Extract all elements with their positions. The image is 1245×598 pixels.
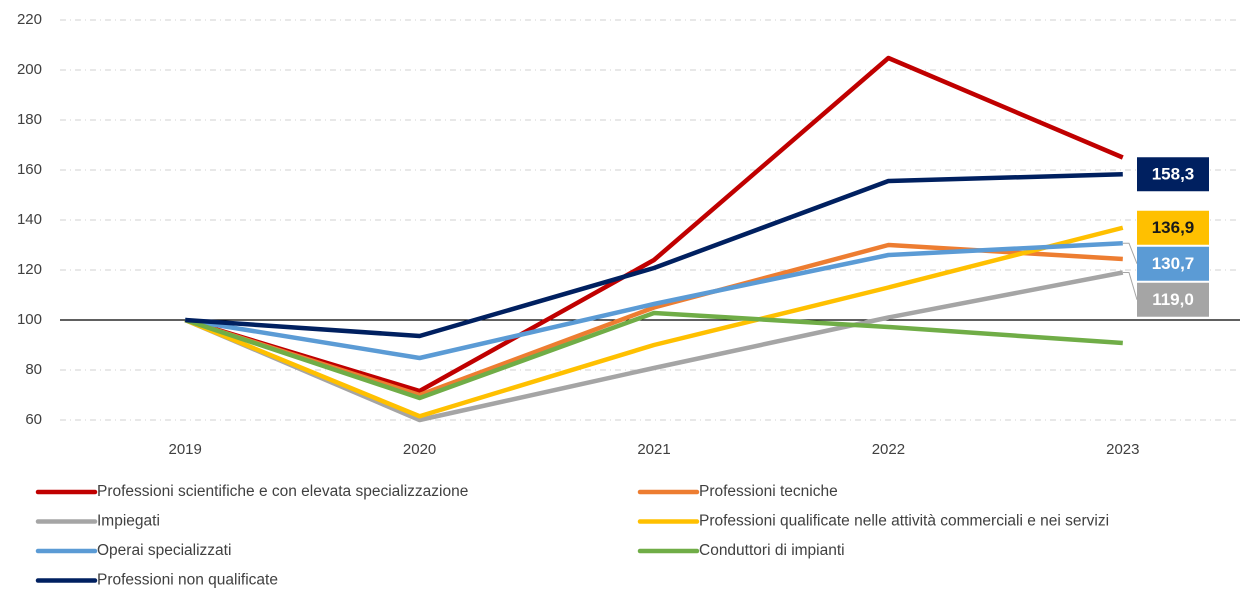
series-line (185, 172, 1123, 339)
x-tick-label: 2023 (1106, 441, 1139, 458)
series-line (184, 241, 1123, 361)
x-tick-label: 2020 (403, 441, 436, 458)
y-tick-label: 200 (17, 61, 42, 78)
leader-line (1122, 272, 1138, 300)
series-line (184, 55, 1124, 394)
y-tick-label: 80 (25, 361, 42, 378)
legend-label: Professioni scientifiche e con elevata s… (97, 483, 468, 500)
series-line (184, 310, 1123, 401)
legend-label: Conduttori di impianti (699, 542, 845, 559)
series-line (184, 225, 1124, 419)
x-tick-label: 2021 (637, 441, 670, 458)
value-label: 158,3 (1152, 165, 1195, 184)
series-line (184, 270, 1124, 423)
legend-label: Professioni qualificate nelle attività c… (699, 513, 1109, 530)
y-tick-label: 120 (17, 261, 42, 278)
legend-label: Professioni tecniche (699, 483, 838, 500)
legend-label: Impiegati (97, 513, 160, 530)
value-label: 130,7 (1152, 254, 1195, 273)
leader-line (1122, 242, 1138, 264)
value-label-box (1137, 282, 1209, 317)
x-tick-label: 2019 (169, 441, 202, 458)
value-label-box (1137, 246, 1209, 281)
y-tick-label: 220 (17, 11, 42, 28)
y-tick-label: 100 (17, 311, 42, 328)
value-label: 119,0 (1152, 290, 1194, 309)
value-label-box (1137, 210, 1209, 245)
y-tick-label: 60 (25, 411, 42, 428)
legend-label: Professioni non qualificate (97, 572, 278, 589)
value-label: 136,9 (1152, 218, 1195, 237)
legend-label: Operai specializzati (97, 542, 231, 559)
value-label-box (1137, 157, 1209, 192)
y-tick-label: 140 (17, 211, 42, 228)
y-tick-label: 180 (17, 111, 42, 128)
y-tick-label: 160 (17, 161, 42, 178)
x-tick-label: 2022 (872, 441, 905, 458)
